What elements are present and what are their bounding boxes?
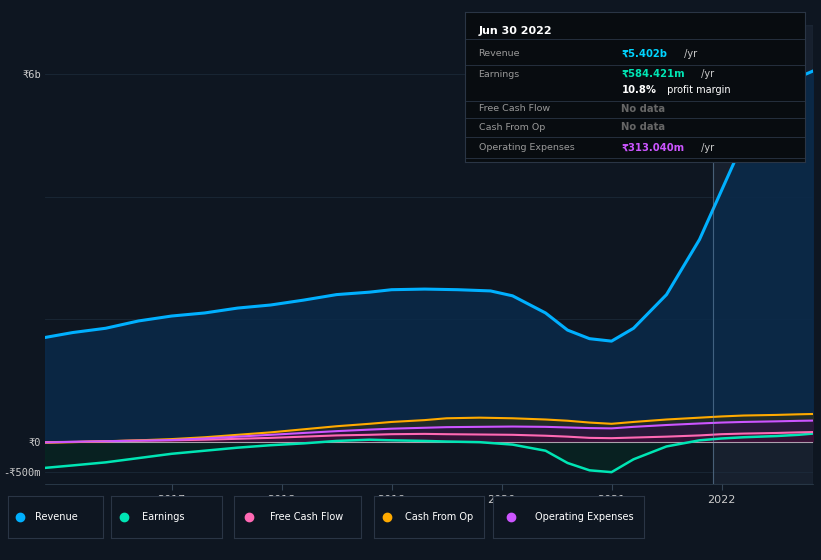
Text: profit margin: profit margin xyxy=(664,85,731,95)
Text: No data: No data xyxy=(621,123,666,133)
Text: Jun 30 2022: Jun 30 2022 xyxy=(479,26,553,35)
Text: Cash From Op: Cash From Op xyxy=(405,512,473,521)
Text: /yr: /yr xyxy=(681,49,697,59)
Text: ₹5.402b: ₹5.402b xyxy=(621,49,667,59)
Text: Revenue: Revenue xyxy=(479,49,520,58)
Text: Free Cash Flow: Free Cash Flow xyxy=(479,104,550,113)
Text: ₹584.421m: ₹584.421m xyxy=(621,69,685,80)
Text: Earnings: Earnings xyxy=(142,512,185,521)
Text: 10.8%: 10.8% xyxy=(621,85,657,95)
Bar xyxy=(713,25,813,484)
Text: Revenue: Revenue xyxy=(34,512,77,521)
Text: /yr: /yr xyxy=(698,69,714,80)
Text: Cash From Op: Cash From Op xyxy=(479,123,545,132)
Text: Operating Expenses: Operating Expenses xyxy=(479,143,575,152)
Text: Operating Expenses: Operating Expenses xyxy=(535,512,634,521)
Text: Free Cash Flow: Free Cash Flow xyxy=(269,512,343,521)
Text: ₹313.040m: ₹313.040m xyxy=(621,143,685,153)
Text: No data: No data xyxy=(621,104,666,114)
Text: Earnings: Earnings xyxy=(479,70,520,79)
Text: /yr: /yr xyxy=(698,143,714,153)
